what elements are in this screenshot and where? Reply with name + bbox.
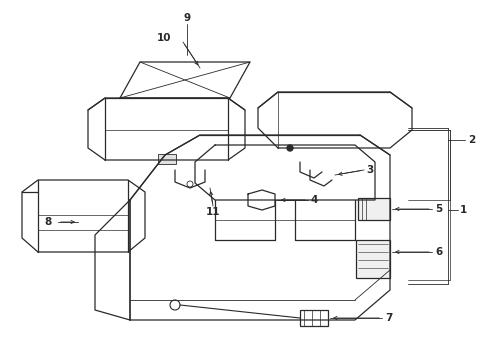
Text: 3: 3	[367, 165, 374, 175]
Bar	[158, 154, 176, 164]
Circle shape	[287, 145, 293, 151]
Text: 5: 5	[435, 204, 442, 214]
Text: 9: 9	[183, 13, 191, 23]
Bar	[300, 310, 328, 326]
Text: 6: 6	[435, 247, 442, 257]
Text: 1: 1	[460, 205, 467, 215]
Text: 8: 8	[45, 217, 51, 227]
Text: 11: 11	[206, 207, 220, 217]
Bar	[356, 240, 390, 278]
Text: 2: 2	[468, 135, 475, 145]
Bar	[358, 198, 390, 220]
Text: 10: 10	[156, 33, 171, 43]
Text: 7: 7	[385, 313, 392, 323]
Text: 4: 4	[310, 195, 318, 205]
